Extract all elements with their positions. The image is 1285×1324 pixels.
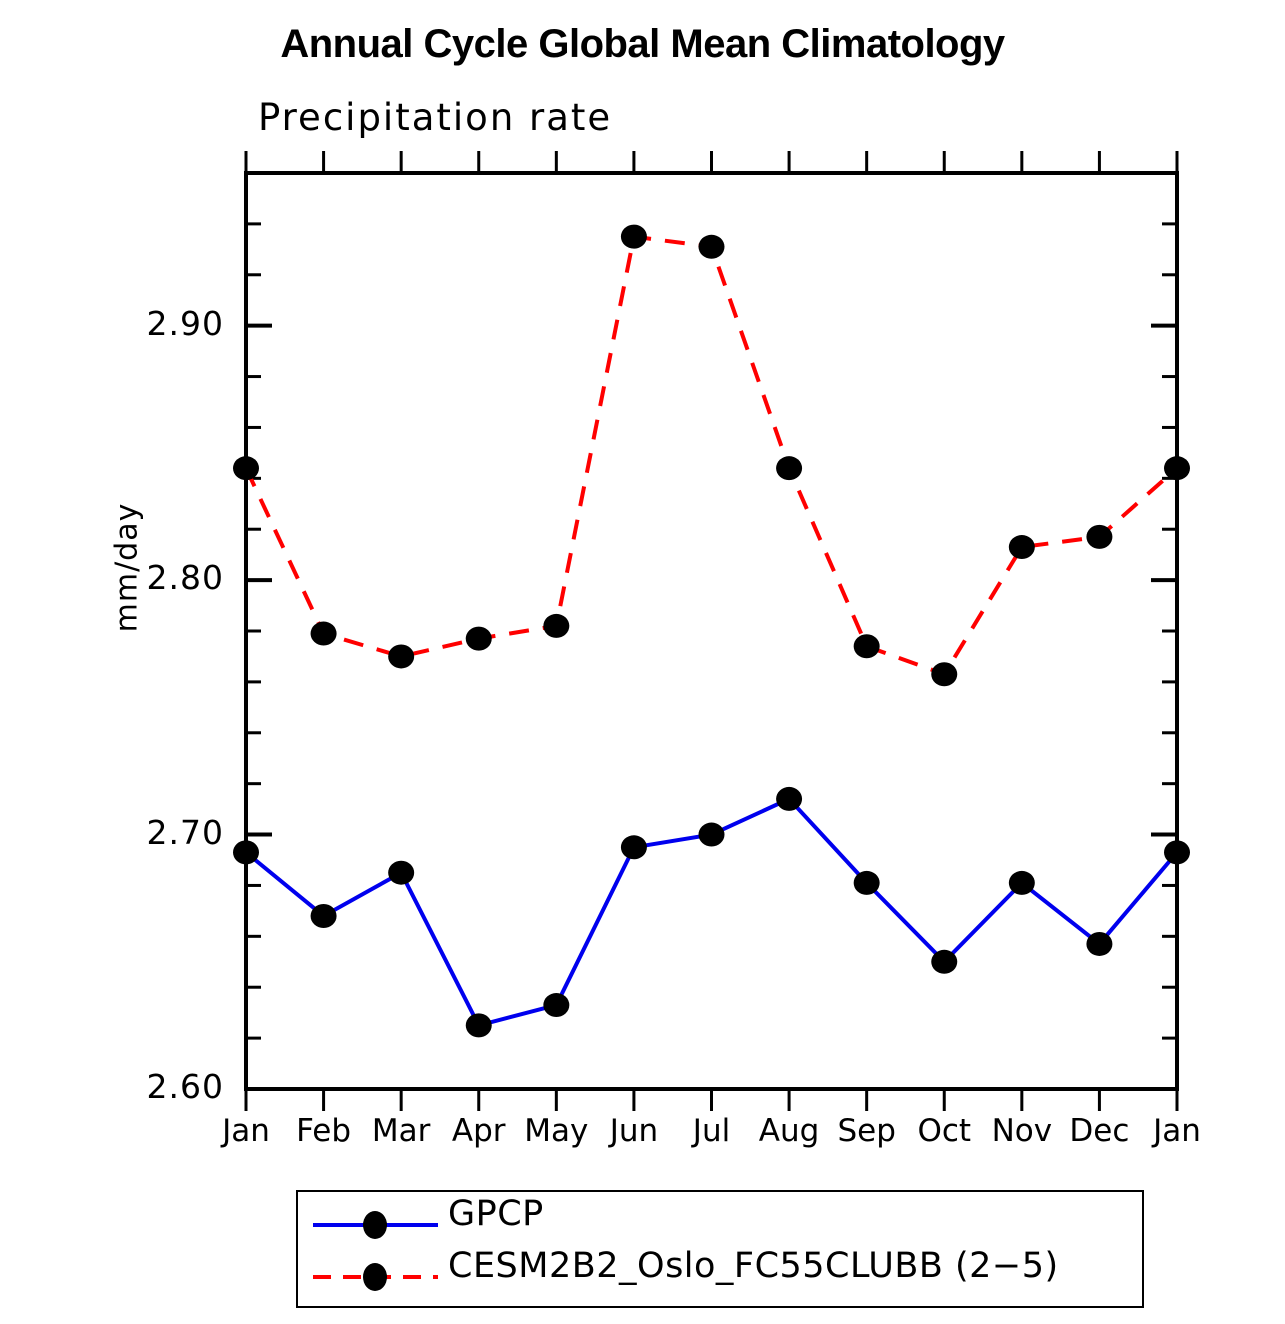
legend-line-sample-dashed (313, 1263, 438, 1291)
data-point-marker (1008, 870, 1035, 895)
legend: GPCP CESM2B2_Oslo_FC55CLUBB (2−5) (296, 1190, 1144, 1308)
data-point-marker (776, 786, 803, 811)
series-line-1 (244, 234, 1179, 677)
legend-entry-model: CESM2B2_Oslo_FC55CLUBB (2−5) (298, 1246, 1142, 1302)
x-tick-label: Apr (451, 1113, 506, 1149)
data-point-marker (1008, 535, 1035, 560)
legend-label-0: GPCP (448, 1194, 544, 1234)
x-tick-label: Jul (692, 1113, 731, 1149)
plot-frame (244, 171, 1179, 1091)
legend-label-1: CESM2B2_Oslo_FC55CLUBB (2−5) (448, 1246, 1059, 1286)
data-point-marker (233, 456, 259, 481)
chart-subtitle: Precipitation rate (258, 96, 613, 139)
x-tick-label: Nov (991, 1113, 1053, 1149)
data-point-marker (698, 234, 725, 259)
data-point-marker (620, 224, 647, 249)
data-point-marker (776, 456, 803, 481)
data-point-marker (931, 662, 958, 687)
x-tick-label: Jan (222, 1113, 270, 1149)
data-point-marker (853, 870, 880, 895)
y-tick-label: 2.80 (146, 558, 224, 598)
x-tick-label: Oct (917, 1113, 972, 1149)
x-tick-label: Dec (1069, 1113, 1130, 1149)
data-point-marker (853, 634, 880, 659)
data-point-marker (465, 626, 492, 651)
data-point-marker (465, 1013, 492, 1038)
data-point-marker (543, 613, 570, 638)
data-point-marker (310, 903, 337, 928)
x-tick-label: Feb (296, 1113, 352, 1149)
y-tick-label: 2.90 (146, 303, 224, 343)
data-point-marker (620, 835, 647, 860)
data-point-marker (543, 993, 570, 1018)
chart-title: Annual Cycle Global Mean Climatology (280, 22, 1005, 66)
data-point-marker (233, 840, 259, 865)
x-tick-label: Jan (1153, 1113, 1201, 1149)
x-tick-label: Aug (758, 1113, 820, 1149)
data-point-marker (931, 949, 958, 974)
data-point-marker (1086, 931, 1113, 956)
data-point-marker (1164, 840, 1190, 865)
data-point-marker (698, 822, 725, 847)
y-tick-label: 2.60 (146, 1067, 224, 1106)
x-tick-label: Jun (609, 1113, 659, 1149)
y-tick-label: 2.70 (146, 812, 224, 852)
data-point-marker (1164, 456, 1190, 481)
x-tick-label: Mar (371, 1113, 431, 1149)
legend-entry-gpcp: GPCP (298, 1194, 1142, 1250)
data-point-marker (388, 860, 415, 885)
legend-line-sample-solid (313, 1211, 438, 1239)
x-tick-label: Sep (837, 1113, 896, 1149)
x-tick-label: May (524, 1113, 589, 1149)
data-point-marker (1086, 524, 1113, 549)
data-point-marker (310, 621, 337, 646)
data-point-marker (388, 644, 415, 669)
